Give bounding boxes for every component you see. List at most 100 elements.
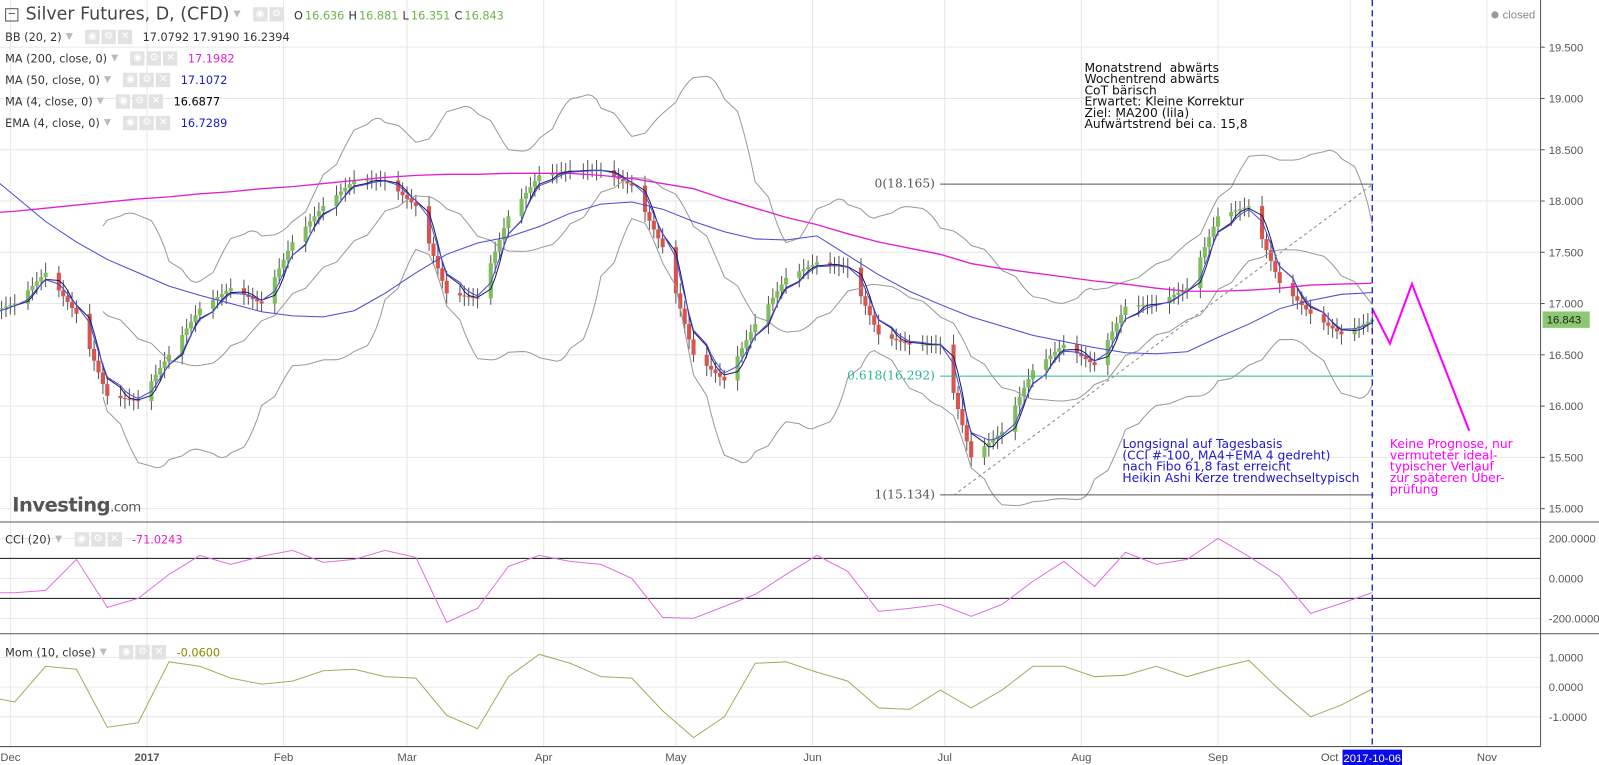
candle-body (1110, 331, 1115, 341)
candle-body (1052, 351, 1057, 356)
chevron-down-icon[interactable]: ▼ (99, 647, 107, 658)
candle (259, 291, 264, 312)
candle (1022, 380, 1027, 403)
collapse-icon[interactable]: − (5, 7, 19, 22)
gear-icon[interactable]: ⚙ (135, 645, 150, 660)
close-icon[interactable]: ✕ (107, 532, 122, 547)
candle-body (876, 324, 881, 335)
eye-icon[interactable]: ◉ (130, 51, 145, 66)
chevron-down-icon[interactable]: ▼ (55, 534, 63, 545)
candle-body (70, 302, 75, 308)
candle-body (1365, 321, 1370, 324)
chevron-down-icon[interactable]: ▼ (233, 9, 241, 20)
candle (1088, 351, 1093, 373)
candle (12, 294, 17, 316)
close-icon[interactable]: ✕ (151, 645, 167, 660)
candle (127, 388, 132, 406)
chevron-down-icon[interactable]: ▼ (103, 117, 112, 129)
cci-legend: CCI (20) ▼ ◉ ⚙ ✕ -71.0243 (5, 532, 183, 547)
indicator-legend: MA (4, close, 0) ▼ ◉ ⚙ ✕ 16.6877 (5, 94, 220, 109)
candle-body (1083, 356, 1088, 360)
candle-body (828, 262, 833, 265)
candle (39, 269, 44, 291)
candle-body (1295, 296, 1300, 301)
candle-body (660, 238, 665, 248)
candle-body (65, 296, 70, 303)
ma200-line (0, 172, 1373, 292)
cci-tick-label: -200.0000 (1549, 613, 1599, 625)
eye-icon[interactable]: ◉ (123, 115, 138, 131)
ohlc-value: 16.351 (410, 9, 451, 23)
eye-icon[interactable]: ◉ (123, 72, 138, 88)
candle-body (400, 191, 405, 196)
gear-icon[interactable]: ⚙ (90, 532, 106, 547)
indicator-label: MA (50, close, 0) (5, 73, 100, 87)
candle-body (1211, 226, 1216, 237)
x-tick-label: Mar (397, 752, 417, 764)
candle (1123, 299, 1128, 322)
candle-body (488, 263, 493, 299)
candle-body (1246, 206, 1251, 208)
eye-icon[interactable]: ◉ (119, 645, 134, 660)
cci-line (0, 537, 1373, 624)
chevron-down-icon[interactable]: ▼ (103, 74, 112, 86)
chevron-down-icon[interactable]: ▼ (111, 53, 119, 64)
candle-body (308, 221, 313, 227)
candle-body (1198, 257, 1203, 289)
candle-body (427, 206, 432, 244)
close-icon[interactable]: ✕ (156, 115, 171, 131)
candle (1215, 207, 1221, 236)
candle (92, 340, 97, 371)
outlook-note: Monatstrend abwärts Wochentrend abwärts … (1084, 60, 1248, 132)
candle-body (907, 343, 912, 345)
bb-middle-line (102, 177, 1373, 402)
candle (717, 363, 723, 386)
gear-icon[interactable]: ⚙ (101, 29, 116, 45)
close-icon[interactable]: ✕ (148, 94, 164, 109)
candle-body (56, 272, 61, 291)
candle-body (779, 284, 784, 292)
eye-icon[interactable]: ◉ (85, 29, 100, 45)
candle-body (96, 360, 101, 373)
chevron-down-icon[interactable]: ▼ (96, 96, 104, 107)
candle (250, 287, 255, 309)
gear-icon[interactable]: ⚙ (139, 72, 155, 88)
gear-icon[interactable]: ⚙ (139, 115, 155, 131)
eye-icon[interactable]: ◉ (74, 532, 89, 547)
candle-body (506, 216, 511, 229)
candle (321, 197, 326, 221)
eye-icon[interactable]: ◉ (116, 94, 131, 109)
close-icon[interactable]: ✕ (156, 72, 171, 88)
candle-body (1022, 387, 1027, 397)
cursor-date-label: 2017-10-06 (1343, 753, 1401, 765)
close-icon[interactable]: ✕ (117, 29, 133, 45)
indicator-label: MA (200, close, 0) (5, 51, 108, 66)
candle (184, 318, 189, 345)
candle (1290, 274, 1295, 305)
candle (180, 326, 185, 365)
indicator-value: 17.1982 (187, 51, 235, 66)
candle-body (281, 259, 286, 269)
indicator-value: 17.1072 (180, 73, 228, 87)
gear-icon[interactable]: ⚙ (132, 94, 147, 109)
candle-body (1118, 314, 1124, 324)
close-icon[interactable]: ✕ (163, 51, 178, 66)
candle-body (466, 296, 471, 298)
candle-body (999, 431, 1005, 436)
gear-icon[interactable]: ⚙ (269, 7, 284, 22)
candle-body (1044, 359, 1049, 371)
candle-body (303, 226, 308, 243)
candle-body (955, 392, 961, 410)
candle-body (739, 348, 745, 357)
candle-body (704, 354, 709, 366)
candle (1295, 286, 1300, 310)
gear-icon[interactable]: ⚙ (146, 51, 162, 66)
candle-body (1136, 305, 1141, 307)
candle (647, 204, 652, 230)
price-tick-label: 17.500 (1549, 247, 1583, 259)
chevron-down-icon[interactable]: ▼ (65, 31, 73, 43)
candle (709, 356, 714, 377)
eye-icon[interactable]: ◉ (252, 7, 268, 22)
candle (960, 398, 965, 433)
